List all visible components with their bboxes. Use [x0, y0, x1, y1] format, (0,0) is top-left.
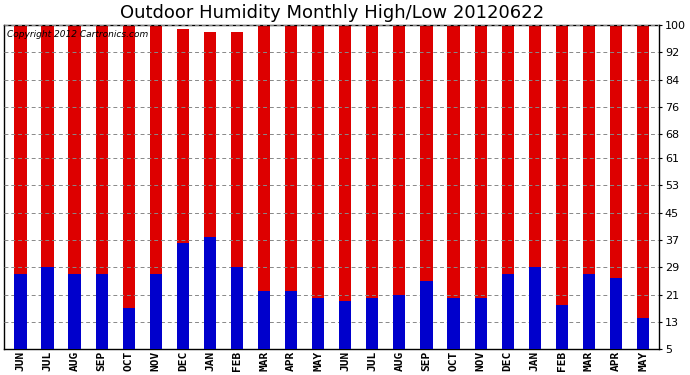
- Bar: [68, 25, 81, 366]
- Bar: [14, 25, 26, 366]
- Bar: [475, 298, 486, 366]
- Bar: [339, 25, 351, 366]
- Bar: [610, 25, 622, 366]
- Bar: [177, 28, 189, 366]
- Bar: [555, 305, 568, 366]
- Bar: [204, 32, 216, 366]
- Bar: [150, 274, 162, 366]
- Bar: [529, 25, 541, 366]
- Bar: [204, 237, 216, 366]
- Bar: [41, 25, 54, 366]
- Bar: [231, 32, 243, 366]
- Bar: [231, 267, 243, 366]
- Bar: [447, 298, 460, 366]
- Bar: [447, 25, 460, 366]
- Bar: [14, 274, 26, 366]
- Bar: [555, 25, 568, 366]
- Bar: [258, 291, 270, 366]
- Bar: [41, 267, 54, 366]
- Bar: [95, 25, 108, 366]
- Bar: [285, 291, 297, 366]
- Bar: [583, 25, 595, 366]
- Bar: [366, 25, 378, 366]
- Bar: [312, 298, 324, 366]
- Bar: [123, 308, 135, 366]
- Bar: [637, 318, 649, 366]
- Title: Outdoor Humidity Monthly High/Low 20120622: Outdoor Humidity Monthly High/Low 201206…: [119, 4, 544, 22]
- Bar: [583, 274, 595, 366]
- Bar: [637, 25, 649, 366]
- Bar: [150, 25, 162, 366]
- Bar: [123, 25, 135, 366]
- Bar: [529, 267, 541, 366]
- Bar: [420, 281, 433, 366]
- Bar: [68, 274, 81, 366]
- Bar: [339, 302, 351, 366]
- Bar: [502, 274, 514, 366]
- Bar: [285, 25, 297, 366]
- Bar: [258, 25, 270, 366]
- Bar: [475, 25, 486, 366]
- Bar: [420, 25, 433, 366]
- Bar: [312, 25, 324, 366]
- Bar: [610, 278, 622, 366]
- Text: Copyright 2012 Cartronics.com: Copyright 2012 Cartronics.com: [8, 30, 148, 39]
- Bar: [502, 25, 514, 366]
- Bar: [95, 274, 108, 366]
- Bar: [393, 295, 406, 366]
- Bar: [366, 298, 378, 366]
- Bar: [393, 25, 406, 366]
- Bar: [177, 243, 189, 366]
